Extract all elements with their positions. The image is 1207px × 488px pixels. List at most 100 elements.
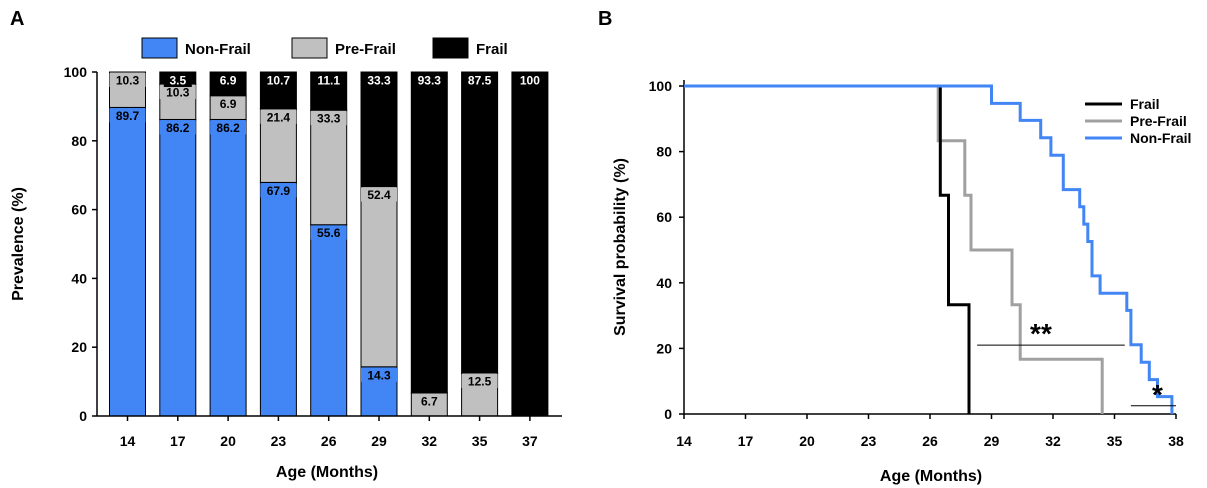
data-label-box xyxy=(411,73,448,87)
x-tick-label: 29 xyxy=(984,433,1000,449)
data-label-box xyxy=(515,73,544,87)
panel-b-annotations: *** xyxy=(977,318,1176,410)
bar-segment xyxy=(310,109,348,226)
legend-label: Non-Frail xyxy=(185,41,251,58)
x-tick-label: 17 xyxy=(738,433,754,449)
legend-swatch xyxy=(141,37,178,59)
panel-a-y-axis-label: Prevalence (%) xyxy=(10,187,27,301)
panel-b-label: B xyxy=(598,8,612,30)
panel-a: A Non-Frail Pre-Frail Frail 89.7 10.3 86.2 10… xyxy=(10,8,562,481)
panel-a-axes: 0 20 40 60 80 100 14 17 20 23 26 29 32 35 37 xyxy=(64,64,562,449)
data-label-box xyxy=(310,225,347,240)
bar-segment xyxy=(410,71,448,394)
data-label: 33.3 xyxy=(317,112,341,126)
legend-label: Pre-Frail xyxy=(1130,113,1187,129)
x-tick-label: 35 xyxy=(1107,433,1123,449)
y-tick-label: 0 xyxy=(79,408,87,424)
bar-segment xyxy=(259,181,297,417)
y-tick-label: 60 xyxy=(71,202,87,218)
x-tick-label: 32 xyxy=(1045,433,1061,449)
data-label-box xyxy=(310,111,347,126)
data-label-box xyxy=(361,187,397,202)
y-tick-label: 60 xyxy=(656,209,672,225)
bar-segment xyxy=(360,186,398,368)
bar-segment xyxy=(109,106,146,417)
data-label: 33.3 xyxy=(367,74,391,88)
bar-segment xyxy=(511,71,549,417)
legend-label: Pre-Frail xyxy=(335,41,396,58)
x-tick-label: 23 xyxy=(271,433,287,449)
bar-segment xyxy=(310,224,348,417)
x-tick-label: 32 xyxy=(422,433,438,449)
data-label-box xyxy=(361,73,397,87)
y-tick-label: 20 xyxy=(656,340,672,356)
x-tick-label: 20 xyxy=(220,433,236,449)
panel-a-bars: 89.710.386.210.33.586.26.96.967.921.410.… xyxy=(109,71,549,417)
data-label-box xyxy=(214,73,243,87)
y-tick-label: 0 xyxy=(664,406,672,422)
y-tick-label: 40 xyxy=(656,275,672,291)
data-label: 11.1 xyxy=(317,74,340,88)
data-label-box xyxy=(210,120,247,135)
legend-label: Frail xyxy=(476,41,508,58)
x-tick-label: 23 xyxy=(861,433,877,449)
x-tick-label: 20 xyxy=(799,433,815,449)
data-label: 67.9 xyxy=(267,184,291,198)
panel-b-axes: 0 20 40 60 80 100 14 17 20 23 26 29 32 35 38 xyxy=(649,78,1184,449)
survival-line-frail xyxy=(684,84,971,414)
data-label-box xyxy=(310,73,347,87)
data-label: 14.3 xyxy=(367,368,391,382)
bar-segment xyxy=(209,118,247,417)
data-label: 55.6 xyxy=(317,226,341,240)
survival-line-non-frail xyxy=(684,84,1174,414)
data-label: 6.9 xyxy=(220,97,237,111)
data-label: 86.2 xyxy=(166,121,190,135)
panel-b-y-axis-label: Survival probability (%) xyxy=(612,158,629,336)
x-tick-label: 17 xyxy=(170,433,186,449)
data-label-box xyxy=(163,73,192,87)
panel-a-x-axis-label: Age (Months) xyxy=(276,464,378,481)
panel-a-label: A xyxy=(10,8,24,30)
data-label: 100 xyxy=(520,74,540,88)
data-label-box xyxy=(260,73,297,87)
x-tick-label: 26 xyxy=(321,433,337,449)
data-label-box xyxy=(361,367,397,382)
data-label-box xyxy=(260,183,297,198)
y-tick-label: 40 xyxy=(71,270,87,286)
data-label-box xyxy=(159,120,196,135)
x-tick-label: 14 xyxy=(120,433,136,449)
data-label: 89.7 xyxy=(116,109,140,123)
data-label-box xyxy=(214,96,243,111)
y-tick-label: 100 xyxy=(649,78,673,94)
legend-label: Frail xyxy=(1130,96,1160,112)
significance-label: ** xyxy=(1030,318,1052,349)
data-label-box xyxy=(109,108,146,123)
panel-a-legend: Non-Frail Pre-Frail Frail xyxy=(141,37,508,59)
y-tick-label: 80 xyxy=(71,133,87,149)
bar-segment xyxy=(360,71,398,188)
data-label-box xyxy=(461,73,498,87)
survival-line-pre-frail xyxy=(684,84,1104,414)
data-label: 93.3 xyxy=(418,74,442,88)
data-label: 87.5 xyxy=(468,74,492,88)
x-tick-label: 26 xyxy=(922,433,938,449)
data-label-box xyxy=(461,374,498,388)
data-label: 6.7 xyxy=(421,394,438,408)
legend-swatch xyxy=(432,37,469,59)
y-tick-label: 80 xyxy=(656,144,672,160)
data-label: 52.4 xyxy=(367,188,391,202)
panel-b-lines xyxy=(684,84,1174,414)
data-label: 3.5 xyxy=(169,74,186,88)
bar-segment xyxy=(461,71,499,374)
x-tick-label: 14 xyxy=(676,433,692,449)
data-label: 86.2 xyxy=(216,121,240,135)
x-tick-label: 35 xyxy=(472,433,488,449)
data-label-box xyxy=(109,73,146,87)
panel-b-x-axis-label: Age (Months) xyxy=(880,468,982,485)
legend-swatch xyxy=(291,37,328,59)
legend-label: Non-Frail xyxy=(1130,130,1191,146)
x-tick-label: 37 xyxy=(522,433,538,449)
